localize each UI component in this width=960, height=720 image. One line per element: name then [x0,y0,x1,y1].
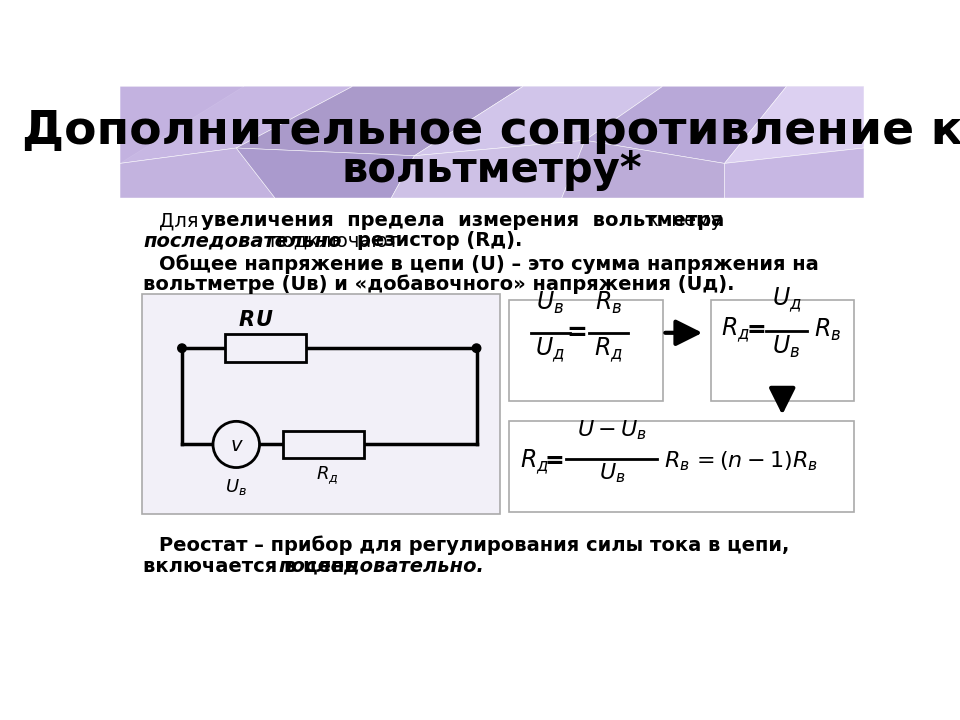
Text: $R_д$: $R_д$ [721,315,750,344]
Polygon shape [120,86,244,163]
Bar [142,294,500,514]
Text: $=(n - 1)R_в$: $=(n - 1)R_в$ [692,449,818,473]
Text: резистор (Rд).: резистор (Rд). [357,231,522,250]
Text: к  нему: к нему [647,211,722,230]
Text: вольтметре (Uв) и «добавочного» напряжения (Uд).: вольтметре (Uв) и «добавочного» напряжен… [143,274,734,294]
Text: U: U [255,310,273,330]
Text: $R_в$: $R_в$ [664,449,690,473]
Text: увеличения  предела  измерения  вольтметра: увеличения предела измерения вольтметра [202,211,725,230]
Text: $U_в$: $U_в$ [536,289,564,316]
Circle shape [178,344,186,352]
Text: $R_д$: $R_д$ [316,464,338,486]
Text: Реостат – прибор для регулирования силы тока в цепи,: Реостат – прибор для регулирования силы … [158,535,789,555]
Text: R: R [239,310,254,330]
Polygon shape [562,140,725,198]
Text: $R_в$: $R_в$ [814,317,841,343]
Text: $U_в$: $U_в$ [773,333,801,360]
Text: $R_д$: $R_д$ [594,335,623,364]
Polygon shape [236,86,523,156]
Polygon shape [725,86,864,163]
Text: $R_д$: $R_д$ [520,447,549,476]
Bar [283,431,364,459]
Polygon shape [120,86,864,198]
Text: Общее напряжение в цепи (U) – это сумма напряжения на: Общее напряжение в цепи (U) – это сумма … [158,254,819,274]
Bar [509,300,662,400]
Polygon shape [236,148,415,198]
Polygon shape [725,148,864,198]
Polygon shape [585,86,786,163]
Bar [225,334,306,362]
Bar [120,198,864,641]
Text: Дополнительное сопротивление к: Дополнительное сопротивление к [22,109,960,153]
Text: вольтметру*: вольтметру* [342,148,642,191]
Bar [710,300,854,400]
Text: $U_в$: $U_в$ [599,462,625,485]
Polygon shape [392,140,585,198]
Text: $U - U_в$: $U - U_в$ [577,418,647,442]
Text: Для: Для [158,211,199,230]
Text: $U_в$: $U_в$ [226,477,248,497]
Text: v: v [230,436,242,455]
Text: $U_д$: $U_д$ [536,335,565,364]
Text: $U_д$: $U_д$ [772,286,802,315]
Text: $R_в$: $R_в$ [594,289,622,316]
Text: включается в цепь: включается в цепь [143,557,357,576]
Text: =: = [544,449,564,473]
Polygon shape [415,86,662,156]
Bar [509,421,854,512]
Text: =: = [566,321,588,345]
Text: подключают: подключают [269,231,399,250]
Circle shape [472,344,481,352]
Polygon shape [120,86,352,163]
Text: последовательно: последовательно [143,231,342,250]
Polygon shape [120,148,275,198]
Text: =: = [746,318,766,342]
Text: последовательно.: последовательно. [278,557,485,576]
Circle shape [213,421,259,467]
